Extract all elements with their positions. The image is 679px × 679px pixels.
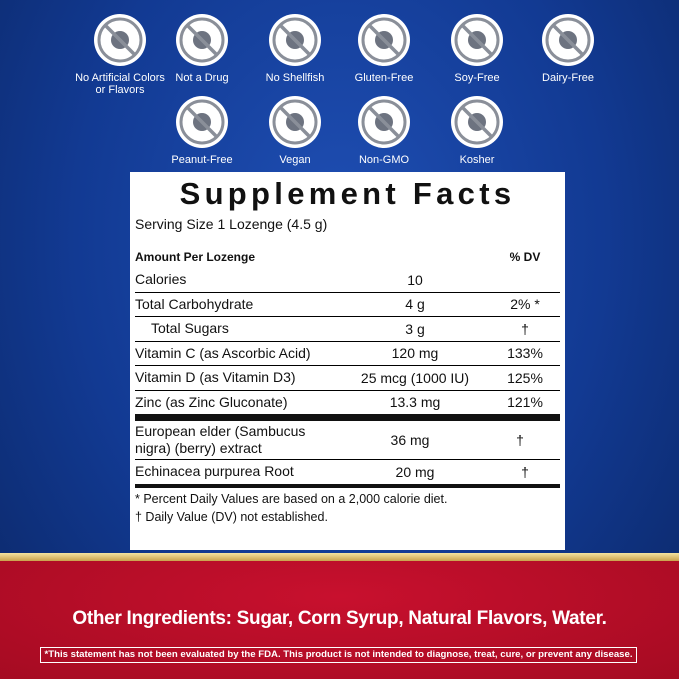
amount: 4 g — [405, 296, 425, 313]
badge-label: Not a Drug — [175, 72, 229, 84]
badge-icon — [451, 14, 503, 66]
badge-icon — [176, 96, 228, 148]
badge-label: Peanut-Free — [171, 154, 233, 166]
fact-row: Vitamin C (as Ascorbic Acid) 120 mg 133% — [135, 342, 560, 366]
daily-value: † — [521, 320, 529, 337]
serving-size: Serving Size 1 Lozenge (4.5 g) — [135, 216, 328, 232]
badge-label: No Shellfish — [265, 72, 325, 84]
nutrient-name: European elder (Sambucus nigra) (berry) … — [135, 423, 306, 456]
nutrient-name: Vitamin C (as Ascorbic Acid) — [135, 344, 311, 361]
daily-value: 133% — [507, 345, 543, 362]
fact-row: European elder (Sambucus nigra) (berry) … — [135, 421, 560, 460]
nutrient-rows: Calories 10 Total Carbohydrate 4 g 2% * Total… — [135, 268, 560, 414]
footnotes: * Percent Daily Values are based on a 2,… — [135, 491, 560, 526]
badge-icon — [358, 14, 410, 66]
badge-icon — [358, 96, 410, 148]
badge-label: Vegan — [279, 154, 311, 166]
divider — [135, 414, 560, 421]
amount: 3 g — [405, 320, 425, 337]
daily-value: † — [516, 432, 524, 448]
daily-value: 125% — [507, 369, 543, 386]
amount: 36 mg — [390, 432, 430, 448]
badge-label: Non-GMO — [358, 154, 410, 166]
badge-label: Dairy-Free — [542, 72, 594, 84]
badge-icon — [451, 96, 503, 148]
badge-icon — [176, 14, 228, 66]
nutrient-name: Calories — [135, 271, 187, 288]
badge-label: Kosher — [459, 154, 495, 166]
daily-value: 2% * — [510, 296, 540, 313]
facts-title: Supplement Facts — [179, 176, 516, 211]
supplement-facts: Supplement Facts Serving Size 1 Lozenge … — [130, 172, 565, 550]
badge-label: Soy-Free — [454, 72, 500, 84]
badge: Not a Drug — [154, 12, 250, 84]
fact-row: Vitamin D (as Vitamin D3) 25 mcg (1000 IU… — [135, 366, 560, 391]
badge: No Artificial Colors or Flavors — [72, 12, 168, 96]
header-row: Amount Per Lozenge % DV — [135, 250, 560, 264]
gold-stripe — [0, 553, 679, 561]
nutrient-name: Total Sugars — [151, 320, 229, 337]
amount: 120 mg — [391, 345, 439, 362]
botanical-rows: European elder (Sambucus nigra) (berry) … — [135, 421, 560, 484]
badge-icon — [269, 14, 321, 66]
badge-icon — [542, 14, 594, 66]
amount: 20 mg — [395, 463, 435, 480]
badge: No Shellfish — [247, 12, 343, 84]
amount: 13.3 mg — [389, 394, 441, 411]
disclaimer: *This statement has not been evaluated b… — [40, 647, 637, 663]
badge-icon — [269, 96, 321, 148]
badge: Non-GMO — [336, 94, 432, 166]
nutrient-name: Total Carbohydrate — [135, 295, 254, 312]
badge: Vegan — [247, 94, 343, 166]
badge: Soy-Free — [429, 12, 525, 84]
footnote: † Daily Value (DV) not established. — [135, 509, 328, 524]
badge: Peanut-Free — [154, 94, 250, 166]
badge-icon — [94, 14, 146, 66]
fact-row: Calories 10 — [135, 268, 560, 293]
nutrient-name: Zinc (as Zinc Gluconate) — [135, 393, 288, 410]
amount: 25 mcg (1000 IU) — [360, 369, 470, 386]
fact-row: Zinc (as Zinc Gluconate) 13.3 mg 121% — [135, 391, 560, 415]
daily-value: 121% — [507, 394, 543, 411]
amount: 10 — [407, 271, 423, 288]
footnote: * Percent Daily Values are based on a 2,… — [135, 491, 448, 506]
dv-header: % DV — [509, 250, 541, 264]
fact-row: Echinacea purpurea Root 20 mg † — [135, 460, 560, 484]
daily-value: † — [521, 463, 529, 480]
fact-row: Total Sugars 3 g † — [135, 317, 560, 342]
amount-header: Amount Per Lozenge — [135, 250, 256, 264]
fact-row: Total Carbohydrate 4 g 2% * — [135, 293, 560, 317]
badge: Kosher — [429, 94, 525, 166]
red-band — [0, 561, 679, 679]
nutrient-name: Echinacea purpurea Root — [135, 463, 294, 480]
badge: Gluten-Free — [336, 12, 432, 84]
divider — [135, 483, 560, 488]
badge: Dairy-Free — [520, 12, 616, 84]
badge-label: Gluten-Free — [354, 72, 414, 84]
nutrient-name: Vitamin D (as Vitamin D3) — [135, 369, 296, 386]
badge-label: No Artificial Colors or Flavors — [75, 72, 165, 96]
other-ingredients: Other Ingredients: Sugar, Corn Syrup, Na… — [72, 608, 607, 629]
